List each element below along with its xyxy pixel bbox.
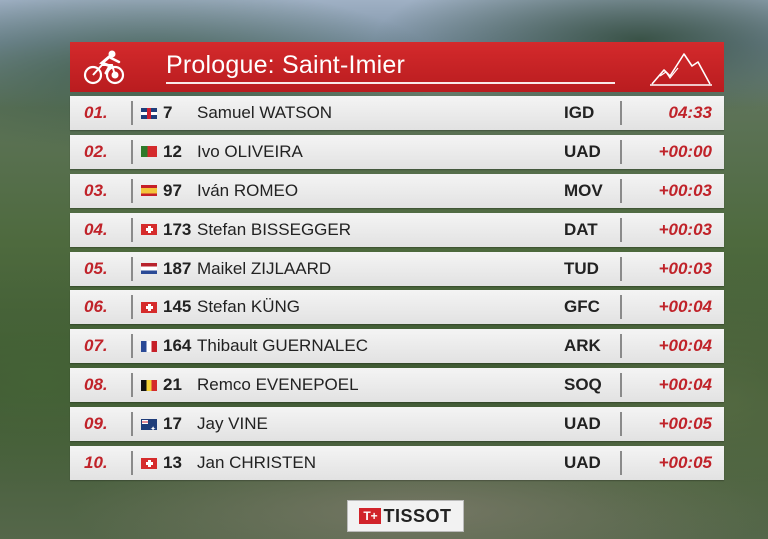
- divider: [131, 295, 133, 320]
- time-gap: +00:03: [658, 258, 712, 278]
- mountain-icon: [650, 53, 712, 86]
- divider: [620, 139, 622, 164]
- sponsor-mark: T+: [359, 508, 382, 524]
- flag-gb-icon: [141, 107, 157, 119]
- time-gap: +00:05: [658, 414, 712, 434]
- divider: [620, 451, 622, 476]
- team-code: UAD: [564, 453, 601, 473]
- bib-number: 97: [163, 180, 182, 200]
- rider-name: Maikel ZIJLAARD: [197, 258, 332, 278]
- results-list: 01. 7 Samuel WATSON IGD 04:33 02. 12 Ivo OLIVEI…: [70, 96, 724, 485]
- divider: [620, 334, 622, 359]
- time-gap: +00:03: [658, 180, 712, 200]
- divider: [620, 412, 622, 437]
- time-gap: +00:00: [658, 141, 712, 161]
- divider: [131, 101, 133, 125]
- result-row: 10. 13 Jan CHRISTEN UAD +00:05: [70, 446, 724, 481]
- bib-number: 21: [163, 375, 182, 395]
- flag-nl-icon: [141, 263, 157, 275]
- flag-pt-icon: [141, 146, 157, 158]
- divider: [620, 295, 622, 320]
- time-gap: +00:04: [658, 297, 712, 317]
- bib-number: 13: [163, 453, 182, 473]
- bib-number: 173: [163, 219, 192, 239]
- position-label: 04.: [84, 219, 108, 239]
- result-row: 09. 17 Jay VINE UAD +00:05: [70, 407, 724, 442]
- divider: [131, 373, 133, 398]
- position-label: 09.: [84, 414, 108, 434]
- divider: [620, 256, 622, 281]
- bib-number: 164: [163, 336, 192, 356]
- team-code: TUD: [564, 258, 599, 278]
- team-code: MOV: [564, 180, 603, 200]
- rider-name: Remco EVENEPOEL: [197, 375, 359, 395]
- team-code: UAD: [564, 141, 601, 161]
- rider-name: Samuel WATSON: [197, 103, 333, 122]
- bib-number: 187: [163, 258, 192, 278]
- flag-fr-icon: [141, 340, 157, 352]
- page-title: Prologue: Saint-Imier: [166, 51, 616, 84]
- bib-number: 12: [163, 141, 182, 161]
- result-row: 06. 145 Stefan KÜNG GFC +00:04: [70, 290, 724, 325]
- divider: [131, 451, 133, 476]
- team-code: SOQ: [564, 375, 602, 395]
- team-code: ARK: [564, 336, 601, 356]
- flag-be-icon: [141, 379, 157, 391]
- flag-ch-icon: [141, 301, 157, 313]
- cyclist-icon: [83, 50, 125, 85]
- bib-number: 145: [163, 297, 192, 317]
- divider: [131, 256, 133, 281]
- position-label: 06.: [84, 297, 108, 317]
- position-label: 02.: [84, 141, 108, 161]
- result-row: 04. 173 Stefan BISSEGGER DAT +00:03: [70, 212, 724, 247]
- team-code: GFC: [564, 297, 600, 317]
- result-row: 07. 164 Thibault GUERNALEC ARK +00:04: [70, 329, 724, 364]
- time-gap: +00:04: [658, 336, 712, 356]
- rider-name: Jay VINE: [197, 414, 268, 434]
- divider: [620, 217, 622, 242]
- position-label: 07.: [84, 336, 108, 356]
- position-label: 08.: [84, 375, 108, 395]
- position-label: 10.: [84, 453, 108, 473]
- divider: [620, 101, 622, 125]
- time-gap: 04:33: [668, 103, 712, 122]
- position-label: 03.: [84, 180, 108, 200]
- time-gap: +00:05: [658, 453, 712, 473]
- result-row: 03. 97 Iván ROMEO MOV +00:03: [70, 173, 724, 208]
- rider-name: Iván ROMEO: [197, 180, 299, 200]
- results-board: Prologue: Saint-Imier 01. 7 Samuel WATSON I…: [70, 42, 724, 483]
- result-row: 01. 7 Samuel WATSON IGD 04:33: [70, 96, 724, 130]
- team-code: DAT: [564, 219, 598, 239]
- sponsor-brand: TISSOT: [383, 505, 452, 526]
- divider: [131, 139, 133, 164]
- sponsor-logo: T+ TISSOT: [347, 500, 464, 532]
- time-gap: +00:04: [658, 375, 712, 395]
- rider-name: Stefan KÜNG: [197, 297, 300, 317]
- time-gap: +00:03: [658, 219, 712, 239]
- rider-name: Jan CHRISTEN: [197, 453, 317, 473]
- flag-au-icon: [141, 418, 157, 430]
- flag-ch-icon: [141, 224, 157, 236]
- bib-number: 17: [163, 414, 182, 434]
- flag-ch-icon: [141, 457, 157, 469]
- result-row: 08. 21 Remco EVENEPOEL SOQ +00:04: [70, 368, 724, 403]
- team-code: IGD: [564, 103, 595, 122]
- rider-name: Ivo OLIVEIRA: [197, 141, 303, 161]
- divider: [131, 217, 133, 242]
- bib-number: 7: [163, 103, 173, 122]
- rider-name: Thibault GUERNALEC: [197, 336, 369, 356]
- result-row: 02. 12 Ivo OLIVEIRA UAD +00:00: [70, 134, 724, 169]
- results-header: Prologue: Saint-Imier: [70, 42, 724, 92]
- divider: [131, 412, 133, 437]
- result-row: 05. 187 Maikel ZIJLAARD TUD +00:03: [70, 251, 724, 286]
- divider: [620, 178, 622, 203]
- divider: [131, 178, 133, 203]
- position-label: 01.: [84, 103, 108, 122]
- position-label: 05.: [84, 258, 108, 278]
- divider: [131, 334, 133, 359]
- flag-es-icon: [141, 185, 157, 197]
- rider-name: Stefan BISSEGGER: [197, 219, 352, 239]
- divider: [620, 373, 622, 398]
- team-code: UAD: [564, 414, 601, 434]
